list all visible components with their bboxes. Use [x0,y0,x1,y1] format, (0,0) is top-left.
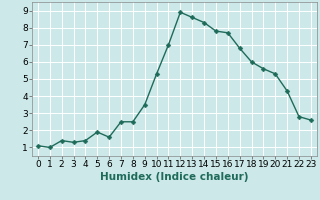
X-axis label: Humidex (Indice chaleur): Humidex (Indice chaleur) [100,172,249,182]
